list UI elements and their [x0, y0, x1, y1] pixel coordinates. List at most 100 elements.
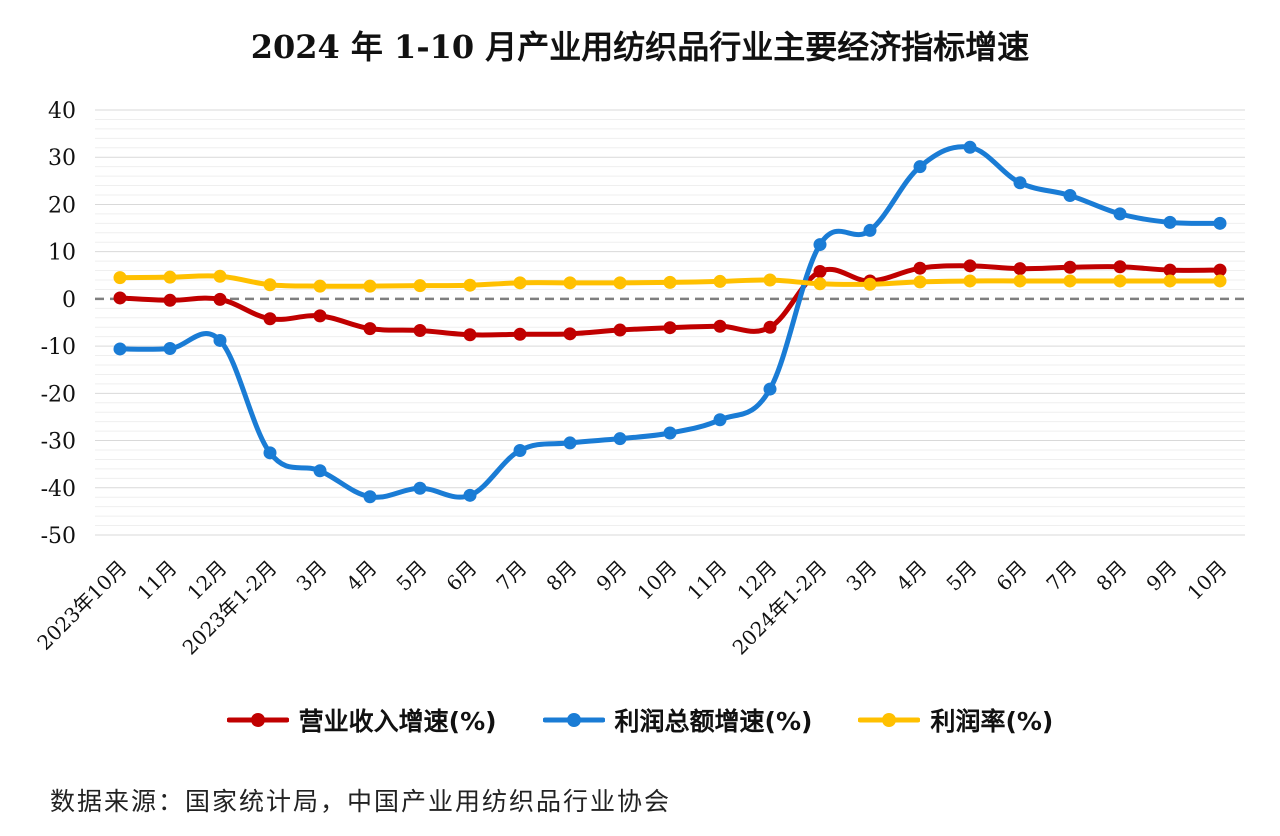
- x-tick-label: 7月: [491, 556, 531, 596]
- data-point: [763, 273, 777, 287]
- x-tick-label: 4月: [341, 556, 381, 596]
- data-point: [163, 341, 177, 355]
- x-tick-label: 6月: [441, 556, 481, 596]
- legend-swatch: [226, 713, 289, 727]
- series-lines: [113, 140, 1227, 504]
- legend-item: 利润总额增速(%): [542, 700, 813, 740]
- y-tick-label: -50: [41, 524, 76, 549]
- x-tick-label: 11月: [132, 556, 181, 605]
- x-tick-label: 8月: [541, 556, 581, 596]
- data-point: [1063, 260, 1077, 274]
- data-point: [763, 320, 777, 334]
- legend-label: 利润总额增速(%): [614, 707, 813, 736]
- data-point: [813, 277, 827, 291]
- x-tick-label: 6月: [991, 556, 1031, 596]
- series-2: [113, 140, 1227, 504]
- legend: 营业收入增速(%) 利润总额增速(%) 利润率(%): [0, 700, 1280, 740]
- data-point: [463, 278, 477, 292]
- data-point: [113, 342, 127, 356]
- data-point: [663, 275, 677, 289]
- data-point: [713, 413, 727, 427]
- x-tick-label: 9月: [591, 556, 631, 596]
- x-tick-label: 10月: [1182, 556, 1231, 605]
- legend-swatch: [858, 713, 921, 727]
- data-point: [1113, 207, 1127, 221]
- x-tick-label: 7月: [1041, 556, 1081, 596]
- data-point: [963, 140, 977, 154]
- data-point: [1013, 262, 1027, 276]
- y-tick-label: -40: [41, 477, 76, 502]
- data-point: [963, 259, 977, 273]
- x-tick-label: 5月: [391, 556, 431, 596]
- data-point: [1163, 263, 1177, 277]
- legend-label: 利润率(%): [930, 707, 1054, 736]
- data-point: [813, 238, 827, 252]
- data-point: [1213, 274, 1227, 288]
- data-point: [613, 276, 627, 290]
- data-point: [913, 275, 927, 289]
- data-point: [913, 160, 927, 174]
- data-point: [513, 443, 527, 457]
- x-tick-label: 11月: [682, 556, 731, 605]
- data-point: [1163, 215, 1177, 229]
- data-point: [113, 291, 127, 305]
- x-tick-label: 3月: [291, 556, 331, 596]
- y-tick-label: 30: [48, 146, 76, 171]
- data-point: [313, 464, 327, 478]
- x-tick-label: 10月: [632, 556, 681, 605]
- data-point: [213, 269, 227, 283]
- data-point: [363, 279, 377, 293]
- data-point: [313, 309, 327, 323]
- legend-item: 营业收入增速(%): [226, 700, 497, 740]
- data-point: [263, 278, 277, 292]
- line-chart: 40 30 20 10 0 -10 -20 -30 -40 -50 2023年10月 11月 12月2…: [32, 99, 1245, 660]
- y-axis-ticks: 40 30 20 10 0 -10 -20 -30 -40 -50: [41, 99, 76, 549]
- data-point: [563, 327, 577, 341]
- data-point: [863, 277, 877, 291]
- data-point: [463, 328, 477, 342]
- data-point: [1113, 274, 1127, 288]
- data-point: [863, 223, 877, 237]
- data-point: [1063, 188, 1077, 202]
- data-point: [713, 319, 727, 333]
- grid-lines: [95, 109, 1245, 536]
- data-point: [913, 261, 927, 275]
- data-point: [713, 274, 727, 288]
- y-tick-label: 40: [48, 99, 76, 124]
- y-tick-label: -20: [41, 382, 76, 407]
- data-point: [363, 322, 377, 336]
- x-tick-label: 2023年10月: [32, 556, 131, 655]
- x-tick-label: 8月: [1091, 556, 1131, 596]
- series-3: [113, 269, 1227, 293]
- legend-item: 利润率(%): [858, 700, 1053, 740]
- y-tick-label: -10: [41, 335, 76, 360]
- series-1: [113, 259, 1227, 342]
- chart-title: 2024 年 1-10 月产业用纺织品行业主要经济指标增速: [250, 28, 1030, 66]
- data-point: [313, 279, 327, 293]
- x-tick-label: 4月: [891, 556, 931, 596]
- data-point: [1013, 274, 1027, 288]
- data-point: [563, 436, 577, 450]
- data-point: [1213, 216, 1227, 230]
- y-tick-label: 20: [48, 193, 76, 218]
- data-point: [763, 382, 777, 396]
- data-point: [613, 323, 627, 337]
- data-point: [263, 312, 277, 326]
- x-tick-label: 9月: [1141, 556, 1181, 596]
- data-point: [263, 446, 277, 460]
- data-point: [663, 426, 677, 440]
- data-point: [363, 490, 377, 504]
- legend-label: 营业收入增速(%): [298, 707, 497, 736]
- data-point: [113, 271, 127, 285]
- data-point: [163, 293, 177, 307]
- data-point: [163, 270, 177, 284]
- data-point: [213, 333, 227, 347]
- y-tick-label: 0: [62, 288, 76, 313]
- x-tick-label: 5月: [941, 556, 981, 596]
- y-tick-label: 10: [48, 241, 76, 266]
- data-point: [513, 327, 527, 341]
- data-point: [563, 276, 577, 290]
- data-point: [663, 321, 677, 335]
- data-point: [413, 481, 427, 495]
